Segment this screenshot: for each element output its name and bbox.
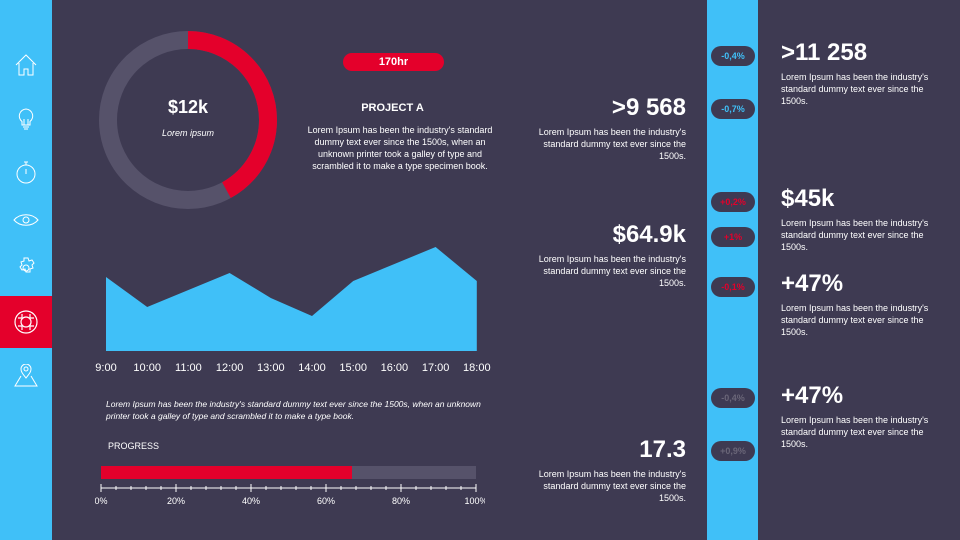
stat-text: Lorem Ipsum has been the industry's stan… (538, 469, 686, 503)
stat-text: Lorem Ipsum has been the industry's stan… (781, 72, 929, 106)
change-pill: -0,4% (711, 388, 755, 408)
progress-track (101, 466, 476, 479)
sidebar-item-ideas[interactable] (0, 93, 52, 145)
progress-tick-label: 100% (464, 496, 485, 506)
stat-text: Lorem Ipsum has been the industry's stan… (538, 127, 686, 161)
progress-tick-label: 20% (167, 496, 185, 506)
sidebar-item-settings[interactable] (0, 242, 52, 294)
x-tick-label: 16:00 (381, 362, 409, 374)
stat-text: Lorem Ipsum has been the industry's stan… (538, 254, 686, 288)
sidebar-item-location[interactable] (0, 350, 52, 402)
progress-tick-label: 60% (317, 496, 335, 506)
progress-axis: 0% 20% 40% 60% 80% 100% (95, 484, 485, 506)
stat-value: +47% (781, 270, 844, 297)
gear-icon (19, 257, 35, 273)
change-pill: +0,2% (711, 192, 755, 212)
x-tick-label: 14:00 (298, 362, 326, 374)
caption-text: Lorem Ipsum has been the industry's stan… (106, 399, 481, 421)
project-title: PROJECT A (361, 102, 424, 114)
change-pill: +1% (711, 227, 755, 247)
sidebar-item-support[interactable] (0, 296, 52, 348)
progress-fill (101, 466, 353, 479)
donut-value: $12k (167, 97, 209, 117)
stat-text: Lorem Ipsum has been the industry's stan… (781, 303, 929, 337)
donut-label: Lorem ipsum (161, 128, 215, 138)
stat-value: 17.3 (639, 436, 686, 463)
change-pill: -0,1% (711, 277, 755, 297)
x-tick-label: 18:00 (463, 362, 491, 374)
sidebar-item-timer[interactable] (0, 146, 52, 198)
donut-chart (99, 31, 277, 209)
x-tick-label: 13:00 (257, 362, 285, 374)
progress-label: PROGRESS (108, 441, 160, 451)
x-tick-label: 17:00 (422, 362, 450, 374)
stat-text: Lorem Ipsum has been the industry's stan… (781, 218, 929, 252)
map-pin-icon (14, 364, 38, 387)
eye-icon (13, 214, 39, 226)
area-chart: 9:00 10:00 11:00 12:00 13:00 14:00 15:00 16:00 1… (95, 247, 491, 374)
x-tick-label: 10:00 (133, 362, 161, 374)
donut-fill (99, 31, 277, 209)
sidebar-item-home[interactable] (0, 39, 52, 91)
lifebuoy-icon (14, 310, 38, 334)
progress-tick-label: 0% (95, 496, 108, 506)
hours-badge: 170hr (343, 53, 444, 71)
sidebar-item-view[interactable] (0, 194, 52, 246)
progress-tick-label: 80% (392, 496, 410, 506)
x-tick-label: 15:00 (339, 362, 367, 374)
stat-value: $45k (781, 185, 835, 212)
stat-text: Lorem Ipsum has been the industry's stan… (781, 415, 929, 449)
stat-value: $64.9k (612, 221, 686, 248)
lightbulb-icon (18, 108, 34, 130)
change-pill: -0,4% (711, 46, 755, 66)
change-pill: +0,9% (711, 441, 755, 461)
x-tick-label: 9:00 (95, 362, 116, 374)
x-tick-label: 12:00 (216, 362, 244, 374)
change-pill: -0,7% (711, 99, 755, 119)
area-series (106, 247, 477, 351)
project-description: Lorem Ipsum has been the industry's stan… (307, 125, 493, 171)
stat-value: +47% (781, 382, 844, 409)
progress-tick-label: 40% (242, 496, 260, 506)
x-tick-label: 11:00 (175, 362, 202, 374)
stat-value: >9 568 (611, 94, 686, 121)
sidebar (0, 0, 52, 540)
stat-value: >11 258 (781, 39, 868, 66)
stopwatch-icon (16, 161, 36, 184)
home-icon (15, 54, 37, 76)
